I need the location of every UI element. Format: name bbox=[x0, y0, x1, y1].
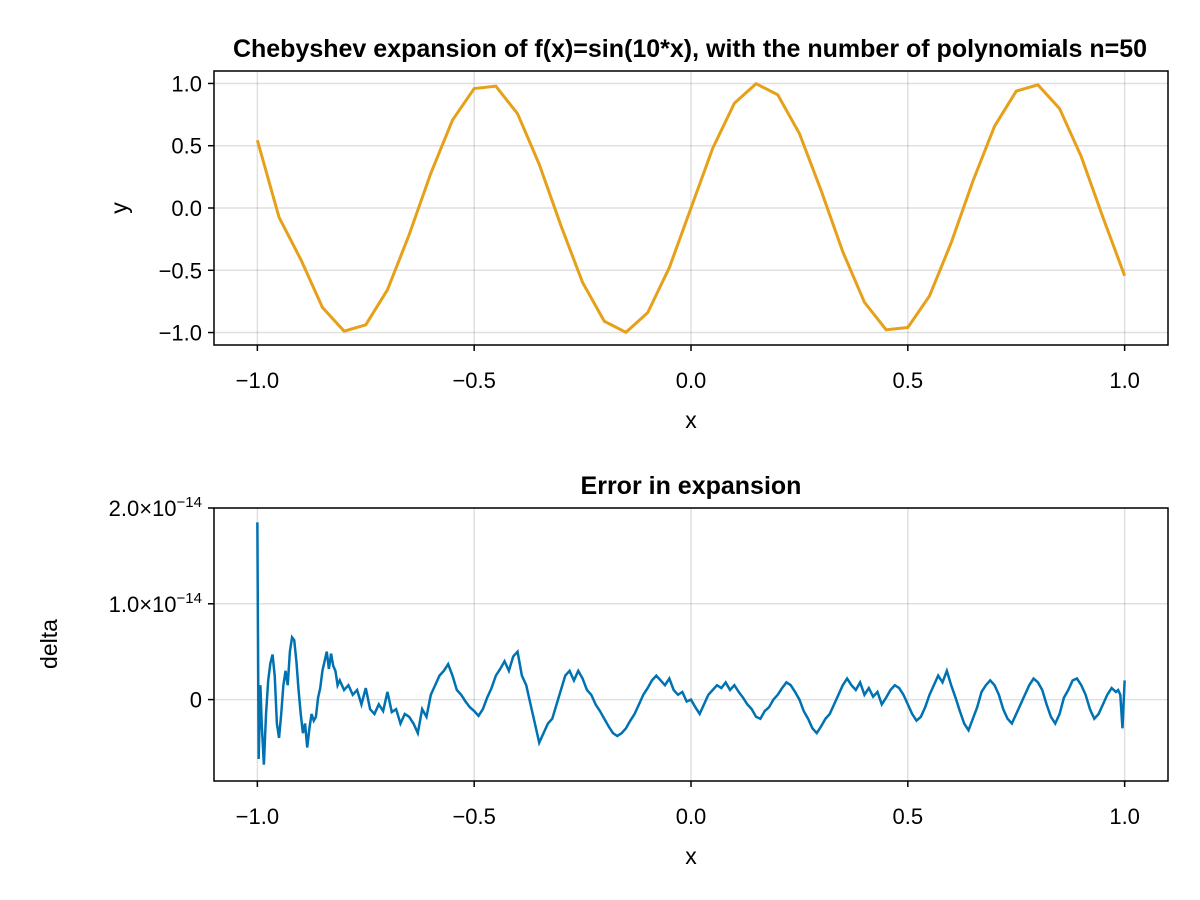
chart-bottom-grid bbox=[214, 507, 1168, 781]
chart-bottom-x-label: x bbox=[685, 843, 697, 869]
chart-top-grid bbox=[214, 71, 1168, 345]
y-tick-label: 2.0×10−14 bbox=[109, 494, 202, 521]
chart-top-y-ticks: −1.0 −0.5 0.0 0.5 1.0 bbox=[159, 71, 214, 346]
x-tick-label: 0.0 bbox=[676, 368, 707, 393]
y-tick-label: 1.0 bbox=[171, 71, 202, 96]
y-tick-label: −0.5 bbox=[159, 258, 202, 283]
y-tick-label: 1.0×10−14 bbox=[109, 590, 202, 617]
chart-bottom-title: Error in expansion bbox=[581, 472, 802, 500]
y-tick-label: 0 bbox=[190, 688, 202, 713]
y-tick-label: 0.0 bbox=[171, 196, 202, 221]
x-tick-label: −1.0 bbox=[236, 804, 279, 829]
x-tick-label: −1.0 bbox=[236, 368, 279, 393]
chart-top-x-label: x bbox=[685, 407, 697, 433]
x-tick-label: −0.5 bbox=[452, 368, 495, 393]
y-tick-label: −1.0 bbox=[159, 321, 202, 346]
x-tick-label: 0.5 bbox=[893, 368, 924, 393]
chart-top-x-ticks: −1.0 −0.5 0.0 0.5 1.0 bbox=[236, 345, 1140, 393]
x-tick-label: −0.5 bbox=[452, 804, 495, 829]
chart-bottom-x-ticks: −1.0 −0.5 0.0 0.5 1.0 bbox=[236, 781, 1140, 829]
x-tick-label: 1.0 bbox=[1109, 368, 1140, 393]
chart-bottom-y-label: delta bbox=[36, 619, 62, 669]
chart-top-frame bbox=[213, 70, 1169, 346]
y-tick-label: 0.5 bbox=[171, 134, 202, 159]
x-tick-label: 1.0 bbox=[1109, 804, 1140, 829]
chart-top: Chebyshev expansion of f(x)=sin(10*x), w… bbox=[106, 35, 1169, 433]
chart-bottom-frame bbox=[213, 507, 1169, 782]
chart-top-y-label: y bbox=[106, 202, 132, 214]
chart-top-series-line bbox=[255, 81, 1127, 335]
chart-bottom: Error in expansion −1.0 −0.5 0.0 0.5 1.0 0 1.… bbox=[36, 472, 1169, 869]
chart-bottom-series-line bbox=[256, 522, 1126, 765]
chart-top-title: Chebyshev expansion of f(x)=sin(10*x), w… bbox=[233, 35, 1147, 63]
x-tick-label: 0.0 bbox=[676, 804, 707, 829]
x-tick-label: 0.5 bbox=[893, 804, 924, 829]
chart-bottom-y-ticks: 0 1.0×10−14 2.0×10−14 bbox=[109, 494, 214, 713]
